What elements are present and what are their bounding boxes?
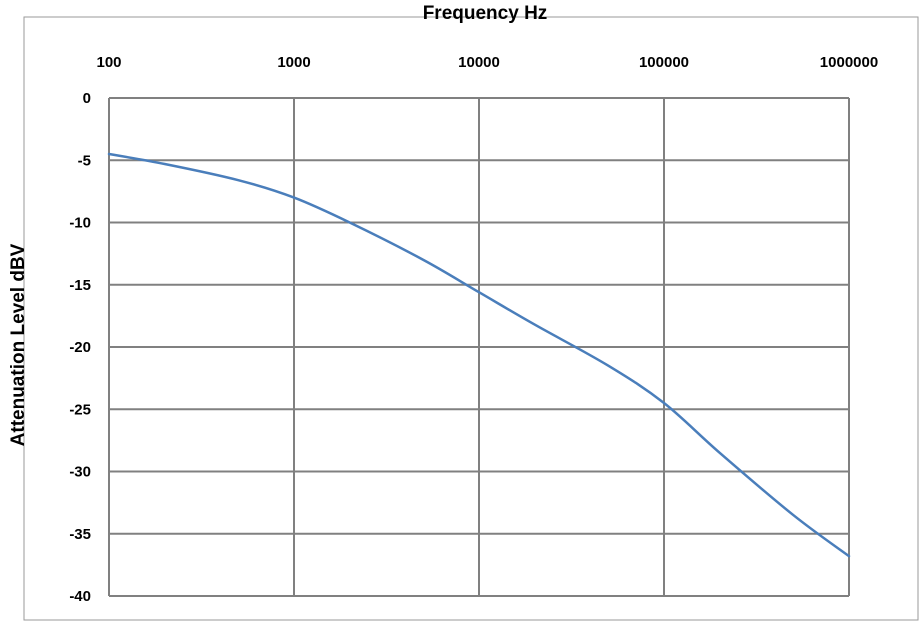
y-tick-label: -35 [69, 526, 91, 543]
x-axis-title: Frequency Hz [423, 3, 548, 24]
y-tick-label: -15 [69, 277, 91, 294]
y-tick-label: 0 [83, 90, 91, 107]
x-tick-label: 1000000 [820, 54, 878, 71]
y-axis-title: Attenuation Level dBV [8, 243, 29, 446]
tick-layer: 0 -5 -10 -15 -20 -25 -30 -35 -40 100 1000 10000 1000… [69, 54, 878, 605]
x-tick-label: 10000 [458, 54, 500, 71]
x-tick-label: 100000 [639, 54, 689, 71]
grid-layer [108, 97, 850, 597]
y-tick-label: -5 [78, 152, 91, 169]
y-tick-label: -25 [69, 401, 91, 418]
y-tick-label: -30 [69, 464, 91, 481]
series-line-0 [107, 152, 851, 558]
y-tick-label: -10 [69, 215, 91, 232]
series-layer [107, 152, 851, 558]
y-tick-label: -20 [69, 339, 91, 356]
x-tick-label: 100 [96, 54, 121, 71]
y-tick-label: -40 [69, 588, 91, 605]
x-tick-label: 1000 [277, 54, 310, 71]
chart-frame [23, 16, 919, 621]
